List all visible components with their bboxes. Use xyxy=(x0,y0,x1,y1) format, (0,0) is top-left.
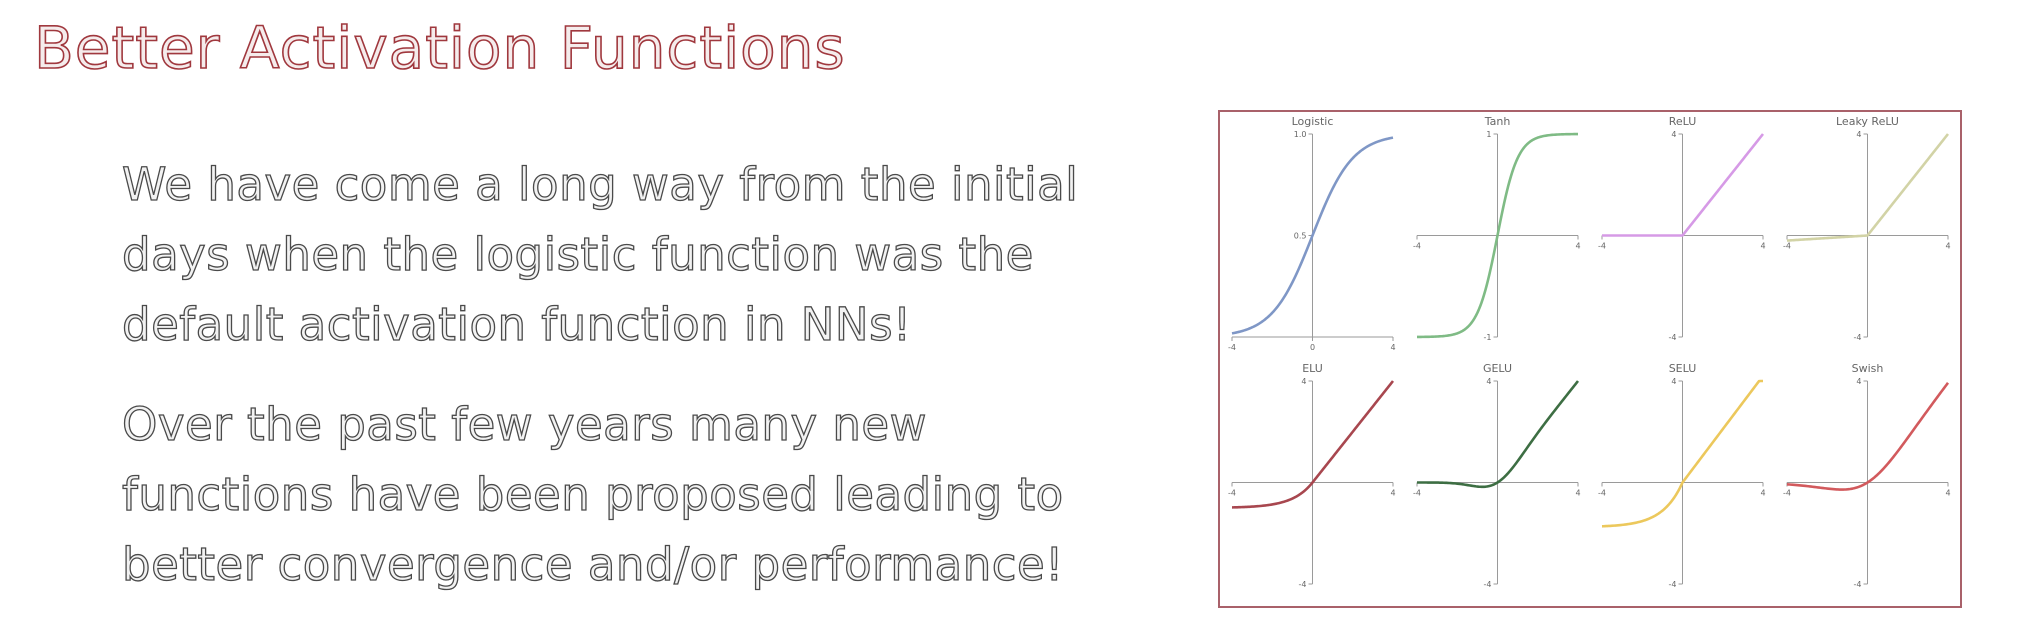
plot-logistic: Logistic -4 0 4 0.5 1.0 xyxy=(1228,115,1396,352)
activation-functions-figure: Logistic -4 0 4 0.5 1.0 Tanh -4 4 1 -1 ReLU -4 4 4 -4 Le… xyxy=(1218,110,1962,608)
series-line-leaky-relu xyxy=(1786,133,1950,242)
slide-body: We have come a long way from the initial… xyxy=(121,150,1122,630)
y-tick-label: -1 xyxy=(1484,333,1492,342)
x-tick-label: 4 xyxy=(1760,242,1765,251)
series-line-elu xyxy=(1231,380,1395,509)
plot-tanh: Tanh -4 4 1 -1 xyxy=(1413,115,1581,342)
y-tick-label: 4 xyxy=(1856,377,1861,386)
plot-title: ELU xyxy=(1302,362,1323,375)
paragraph-line: better convergence and/or performance! xyxy=(121,537,1064,591)
slide-title: Better Activation Functions xyxy=(33,13,846,83)
x-tick-label: 4 xyxy=(1575,242,1580,251)
x-tick-label: -4 xyxy=(1598,242,1606,251)
y-tick-label: 4 xyxy=(1671,377,1676,386)
y-tick-label: -4 xyxy=(1854,580,1862,589)
y-tick-label: -4 xyxy=(1669,580,1677,589)
paragraph-line: functions have been proposed leading to xyxy=(121,467,1064,521)
x-tick-label: -4 xyxy=(1783,489,1791,498)
y-tick-label: 4 xyxy=(1856,130,1861,139)
x-tick-label: 4 xyxy=(1390,343,1395,352)
x-tick-label: -4 xyxy=(1783,242,1791,251)
y-tick-label: -4 xyxy=(1854,333,1862,342)
series-line-relu xyxy=(1602,133,1765,237)
x-tick-label: 4 xyxy=(1575,489,1580,498)
y-tick-label: 1.0 xyxy=(1294,130,1307,139)
paragraph-history: We have come a long way from the initial… xyxy=(121,150,1122,360)
x-tick-label: 4 xyxy=(1760,489,1765,498)
plot-title: Leaky ReLU xyxy=(1836,115,1899,128)
plot-selu: SELU -4 4 4 -4 xyxy=(1598,362,1766,589)
x-tick-label: -4 xyxy=(1413,242,1421,251)
x-tick-label: -4 xyxy=(1598,489,1606,498)
x-tick-label: 4 xyxy=(1945,242,1950,251)
x-tick-label: -4 xyxy=(1413,489,1421,498)
x-tick-label: -4 xyxy=(1228,489,1236,498)
plot-elu: ELU -4 4 4 -4 xyxy=(1228,362,1396,589)
plot-title: SELU xyxy=(1669,362,1697,375)
y-tick-label: -4 xyxy=(1669,333,1677,342)
plot-title: Swish xyxy=(1852,362,1884,375)
series-line-gelu xyxy=(1417,380,1580,489)
y-tick-label: 4 xyxy=(1301,377,1306,386)
paragraph-line: We have come a long way from the initial xyxy=(121,157,1079,211)
y-tick-label: -4 xyxy=(1299,580,1307,589)
series-line-tanh xyxy=(1416,132,1579,339)
plot-gelu: GELU -4 4 4 -4 xyxy=(1413,362,1581,589)
y-tick-label: 0.5 xyxy=(1294,232,1307,241)
paragraph-line: Over the past few years many new xyxy=(121,397,927,451)
paragraph-progress: Over the past few years many new functio… xyxy=(121,390,1122,600)
plot-title: Logistic xyxy=(1292,115,1334,128)
y-tick-label: 4 xyxy=(1486,377,1491,386)
plot-title: ReLU xyxy=(1669,115,1697,128)
series-line-selu xyxy=(1601,379,1763,528)
plot-leaky-relu: Leaky ReLU -4 4 4 -4 xyxy=(1783,115,1951,342)
x-tick-label: 0 xyxy=(1310,343,1315,352)
plot-title: GELU xyxy=(1483,362,1512,375)
x-tick-label: 4 xyxy=(1945,489,1950,498)
series-line-swish xyxy=(1786,382,1950,491)
plot-title: Tanh xyxy=(1484,115,1511,128)
y-tick-label: -4 xyxy=(1484,580,1492,589)
x-tick-label: 4 xyxy=(1390,489,1395,498)
plot-relu: ReLU -4 4 4 -4 xyxy=(1598,115,1766,342)
x-tick-label: -4 xyxy=(1228,343,1236,352)
paragraph-line: days when the logistic function was the xyxy=(121,227,1034,281)
plot-swish: Swish -4 4 4 -4 xyxy=(1783,362,1951,589)
y-tick-label: 1 xyxy=(1486,130,1491,139)
y-tick-label: 4 xyxy=(1671,130,1676,139)
series-line-logistic xyxy=(1231,136,1394,335)
paragraph-line: default activation function in NNs! xyxy=(121,297,912,351)
